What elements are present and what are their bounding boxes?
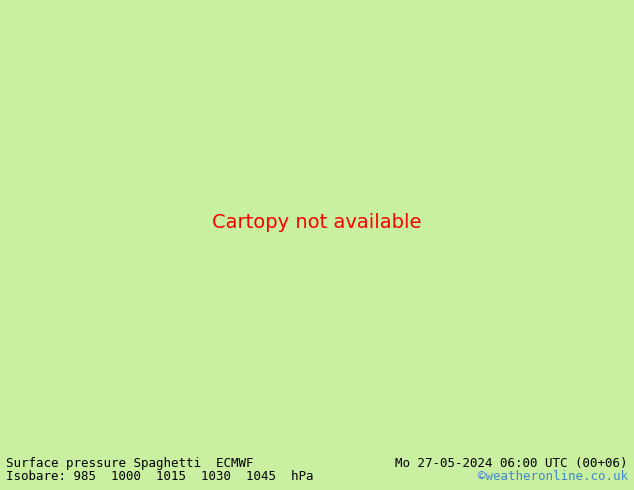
Text: Cartopy not available: Cartopy not available <box>212 214 422 232</box>
Text: Surface pressure Spaghetti  ECMWF: Surface pressure Spaghetti ECMWF <box>6 457 254 470</box>
Text: ©weatheronline.co.uk: ©weatheronline.co.uk <box>477 470 628 483</box>
Text: Mo 27-05-2024 06:00 UTC (00+06): Mo 27-05-2024 06:00 UTC (00+06) <box>395 457 628 470</box>
Text: Isobare: 985  1000  1015  1030  1045  hPa: Isobare: 985 1000 1015 1030 1045 hPa <box>6 470 314 483</box>
